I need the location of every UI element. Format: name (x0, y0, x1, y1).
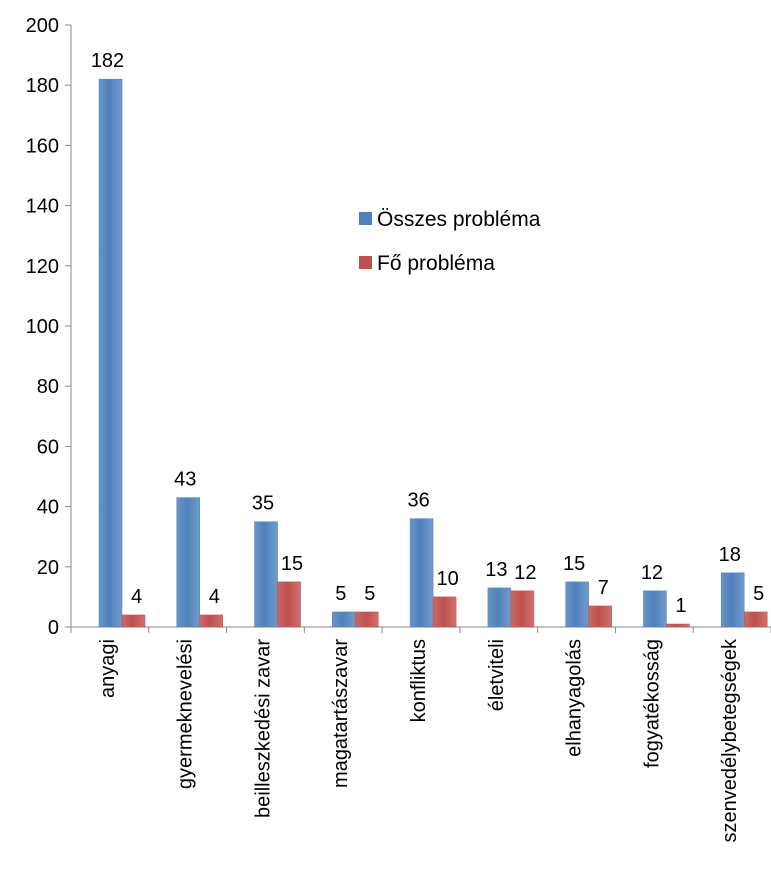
data-label: 7 (598, 577, 609, 599)
data-label: 35 (252, 493, 274, 515)
data-label: 182 (91, 50, 124, 72)
bar (254, 521, 278, 628)
x-category-label: gyermeknevelési (175, 639, 197, 789)
bar (643, 590, 667, 628)
bar (565, 581, 589, 628)
bar (409, 518, 434, 628)
y-tick-label: 80 (37, 376, 59, 398)
y-tick-label: 60 (37, 436, 59, 458)
bar (743, 611, 768, 628)
bar (355, 611, 379, 628)
bar (432, 596, 457, 628)
data-label: 12 (514, 562, 536, 584)
x-category-label: konfliktus (408, 639, 430, 722)
bars (98, 78, 768, 628)
bar (588, 605, 612, 628)
x-category-label: beilleszkedési zavar (252, 639, 274, 818)
legend: Összes probléma Fő probléma (359, 208, 541, 275)
x-category-label: szenvedélybetegségek (719, 638, 741, 842)
data-label: 12 (641, 562, 663, 584)
y-tick-label: 100 (26, 316, 59, 338)
y-tick-label: 40 (37, 497, 59, 519)
x-category-label: anyagi (97, 639, 119, 698)
data-label: 5 (335, 583, 346, 605)
data-label: 15 (563, 553, 585, 575)
legend-swatch (359, 256, 372, 269)
y-tick-label: 160 (26, 135, 59, 157)
bar (277, 581, 301, 628)
data-label: 5 (753, 583, 764, 605)
data-label: 4 (209, 586, 220, 608)
data-label: 43 (174, 469, 196, 491)
bar (487, 587, 512, 628)
legend-label: Összes probléma (377, 208, 541, 231)
bar (176, 497, 201, 628)
y-tick-label: 120 (26, 256, 59, 278)
data-label: 36 (407, 490, 429, 512)
legend-label: Fő probléma (377, 252, 495, 275)
bar (98, 78, 123, 628)
bar (720, 572, 745, 628)
y-tick-label: 20 (37, 557, 59, 579)
y-tick-label: 200 (26, 15, 59, 37)
x-axis: anyagi gyermeknevelési beilleszkedési zava… (70, 626, 771, 842)
data-label: 4 (131, 586, 142, 608)
y-tick-label: 0 (48, 617, 59, 639)
data-label: 1 (675, 595, 686, 617)
data-label: 18 (719, 544, 741, 566)
x-category-label: fogyatékosság (641, 639, 663, 768)
data-label: 5 (364, 583, 375, 605)
bar (121, 614, 146, 628)
y-tick-label: 180 (26, 75, 59, 97)
bar (510, 590, 535, 628)
bar (666, 623, 690, 628)
data-label: 10 (436, 568, 458, 590)
y-tick-label: 140 (26, 196, 59, 218)
data-label: 15 (281, 553, 303, 575)
bar (199, 614, 224, 628)
x-category-label: életviteli (486, 639, 508, 711)
x-category-label: magatartászavar (330, 639, 352, 788)
bar (332, 611, 356, 628)
y-axis: 0 20 40 60 80 100 120 140 160 180 200 (26, 15, 72, 639)
x-category-label: elhanyagolás (564, 639, 586, 757)
legend-swatch (359, 212, 372, 225)
data-label: 13 (485, 559, 507, 581)
